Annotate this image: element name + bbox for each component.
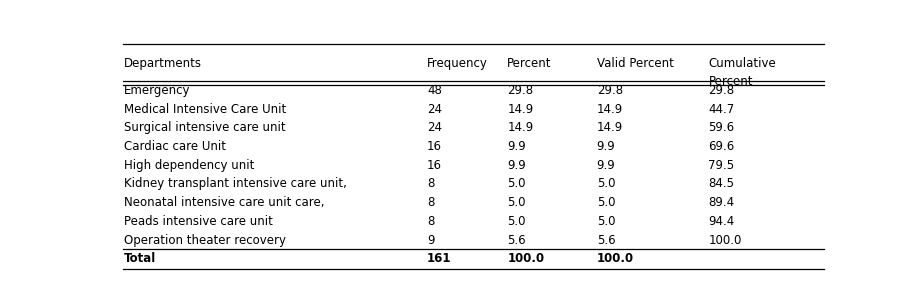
Text: Kidney transplant intensive care unit,: Kidney transplant intensive care unit, xyxy=(124,177,347,191)
Text: 29.8: 29.8 xyxy=(597,84,623,97)
Text: 16: 16 xyxy=(427,159,442,172)
Text: Peads intensive care unit: Peads intensive care unit xyxy=(124,215,273,228)
Text: Emergency: Emergency xyxy=(124,84,190,97)
Text: 59.6: 59.6 xyxy=(709,121,735,134)
Text: Valid Percent: Valid Percent xyxy=(597,57,674,70)
Text: 69.6: 69.6 xyxy=(709,140,735,153)
Text: 14.9: 14.9 xyxy=(597,121,623,134)
Text: 9.9: 9.9 xyxy=(507,159,526,172)
Text: 100.0: 100.0 xyxy=(709,234,742,247)
Text: 84.5: 84.5 xyxy=(709,177,735,191)
Text: Departments: Departments xyxy=(124,57,202,70)
Text: 5.0: 5.0 xyxy=(597,215,615,228)
Text: 9.9: 9.9 xyxy=(597,140,615,153)
Text: Neonatal intensive care unit care,: Neonatal intensive care unit care, xyxy=(124,196,324,209)
Text: 16: 16 xyxy=(427,140,442,153)
Text: 100.0: 100.0 xyxy=(597,253,634,265)
Text: 14.9: 14.9 xyxy=(507,103,533,116)
Text: 9.9: 9.9 xyxy=(597,159,615,172)
Text: Total: Total xyxy=(124,253,156,265)
Text: 5.0: 5.0 xyxy=(507,196,526,209)
Text: 5.0: 5.0 xyxy=(507,177,526,191)
Text: 8: 8 xyxy=(427,196,434,209)
Text: Surgical intensive care unit: Surgical intensive care unit xyxy=(124,121,286,134)
Text: 24: 24 xyxy=(427,103,442,116)
Text: 29.8: 29.8 xyxy=(507,84,533,97)
Text: 5.0: 5.0 xyxy=(507,215,526,228)
Text: 100.0: 100.0 xyxy=(507,253,544,265)
Text: 5.6: 5.6 xyxy=(507,234,526,247)
Text: 94.4: 94.4 xyxy=(709,215,735,228)
Text: 44.7: 44.7 xyxy=(709,103,735,116)
Text: 8: 8 xyxy=(427,177,434,191)
Text: High dependency unit: High dependency unit xyxy=(124,159,254,172)
Text: Frequency: Frequency xyxy=(427,57,488,70)
Text: Cardiac care Unit: Cardiac care Unit xyxy=(124,140,226,153)
Text: Percent: Percent xyxy=(507,57,552,70)
Text: 79.5: 79.5 xyxy=(709,159,735,172)
Text: Operation theater recovery: Operation theater recovery xyxy=(124,234,286,247)
Text: 161: 161 xyxy=(427,253,452,265)
Text: 14.9: 14.9 xyxy=(507,121,533,134)
Text: 48: 48 xyxy=(427,84,442,97)
Text: 5.6: 5.6 xyxy=(597,234,615,247)
Text: 5.0: 5.0 xyxy=(597,177,615,191)
Text: Medical Intensive Care Unit: Medical Intensive Care Unit xyxy=(124,103,286,116)
Text: 14.9: 14.9 xyxy=(597,103,623,116)
Text: 9: 9 xyxy=(427,234,434,247)
Text: 89.4: 89.4 xyxy=(709,196,735,209)
Text: 29.8: 29.8 xyxy=(709,84,735,97)
Text: Cumulative
Percent: Cumulative Percent xyxy=(709,57,776,88)
Text: 5.0: 5.0 xyxy=(597,196,615,209)
Text: 9.9: 9.9 xyxy=(507,140,526,153)
Text: 8: 8 xyxy=(427,215,434,228)
Text: 24: 24 xyxy=(427,121,442,134)
